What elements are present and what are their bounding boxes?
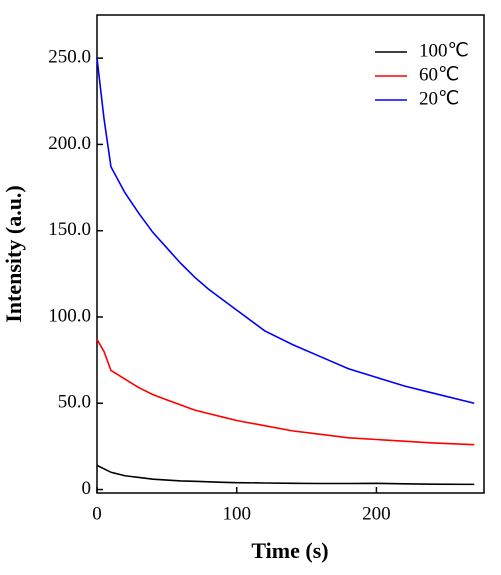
x-tick-label: 200 — [362, 503, 391, 524]
y-axis-label: Intensity (a.u.) — [1, 185, 26, 323]
y-tick-label: 100.0 — [48, 305, 91, 326]
series-line — [96, 58, 475, 405]
y-tick-label: 250.0 — [48, 47, 91, 68]
legend-label: 60℃ — [419, 64, 459, 85]
x-axis-label: Time (s) — [251, 538, 328, 563]
series-line — [96, 464, 475, 486]
y-tick-label: 50.0 — [58, 392, 91, 413]
y-tick-label: 200.0 — [48, 133, 91, 154]
series-line — [96, 339, 475, 446]
legend-label: 100℃ — [419, 40, 469, 61]
x-tick-label: 100 — [222, 503, 251, 524]
plot-frame — [96, 14, 485, 494]
y-tick-label: 150.0 — [48, 219, 91, 240]
legend-label: 20℃ — [419, 88, 459, 109]
y-tick-label: 0 — [82, 478, 92, 499]
x-tick-label: 0 — [92, 503, 102, 524]
